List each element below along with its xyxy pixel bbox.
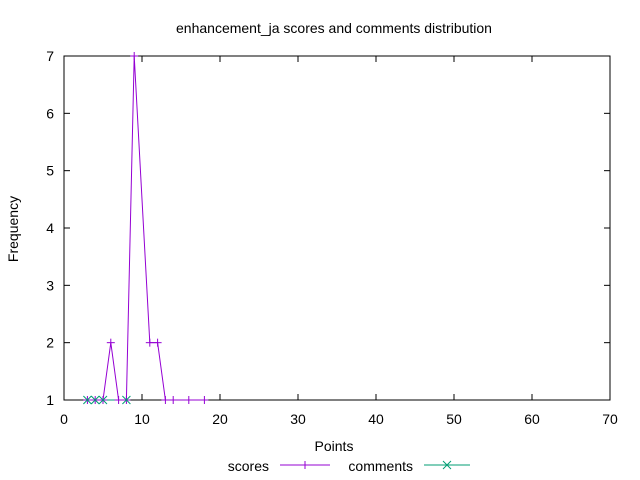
y-tick-label: 2 [46,335,54,351]
series-markers [83,52,209,405]
plot-area [63,55,611,401]
data-point-comments [98,395,108,405]
y-tick-label: 1 [46,392,54,408]
data-point-scores [106,338,115,347]
legend-label-scores: scores [228,458,269,474]
x-tick-label: 70 [602,411,618,427]
chart-title: enhancement_ja scores and comments distr… [176,20,492,36]
y-tick-label: 3 [46,277,54,293]
legend: scores comments [228,458,470,474]
x-tick-label: 60 [524,411,540,427]
legend-marker-comments [442,460,452,470]
data-point-scores [169,396,178,404]
data-point-scores [145,338,154,347]
legend-marker-scores [301,461,309,469]
data-point-comments [122,395,131,405]
x-tick-label: 10 [134,411,150,427]
data-point-scores [153,338,162,347]
series-lines [87,55,205,401]
data-point-scores [161,396,170,404]
data-point-scores [184,396,193,404]
legend-marker-scores-glyph [301,461,309,469]
x-tick-label: 30 [290,411,306,427]
y-tick-label: 7 [46,48,54,64]
data-point-scores [200,396,209,404]
x-axis: 0 10 20 30 40 50 60 70 [60,56,618,427]
data-point-scores [130,52,139,60]
data-point-comments [90,395,100,405]
x-tick-label: 40 [368,411,384,427]
y-axis-label: Frequency [5,196,21,262]
y-tick-label: 4 [46,220,54,236]
legend-marker-comments-glyph [442,460,452,470]
x-tick-label: 0 [60,411,68,427]
x-axis-label: Points [315,438,354,454]
y-tick-label: 6 [46,105,54,121]
series-line-scores [87,55,205,401]
data-point-comments [83,395,92,405]
x-tick-label: 20 [212,411,228,427]
y-axis: 1 2 3 4 5 6 7 [46,48,610,408]
legend-label-comments: comments [348,458,413,474]
y-tick-label: 5 [46,163,54,179]
x-tick-label: 50 [446,411,462,427]
data-point-scores [114,396,123,404]
